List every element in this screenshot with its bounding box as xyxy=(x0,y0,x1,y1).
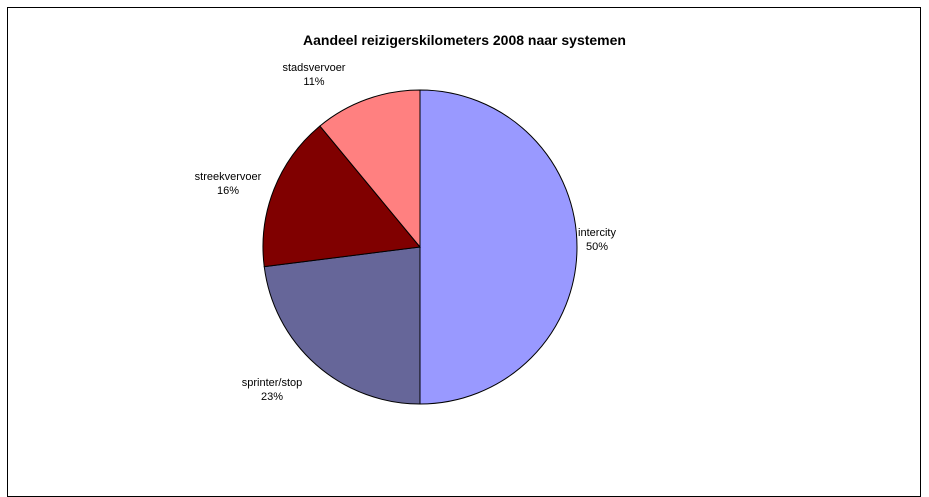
pie-labels: intercity 50% sprinter/stop 23% streekvervoe… xyxy=(195,62,617,403)
pie-slices xyxy=(262,89,578,405)
slice-percentage-label: 50% xyxy=(586,241,608,253)
slice-percentage-label: 16% xyxy=(217,185,239,197)
slice-percentage-label: 23% xyxy=(261,391,283,403)
chart-title: Aandeel reizigerskilometers 2008 naar sy… xyxy=(303,32,626,48)
slice-percentage-label: 11% xyxy=(303,76,324,88)
slice-label: stadsvervoer xyxy=(283,62,346,74)
slice-label: sprinter/stop xyxy=(242,377,303,389)
pie-slice-streekvervoer xyxy=(262,125,421,268)
pie-chart: intercity 50% sprinter/stop 23% streekvervoe… xyxy=(195,62,617,405)
pie-slice-stadsvervoer xyxy=(319,89,421,249)
pie-slice-sprinter-stop xyxy=(263,246,421,405)
pie-slice-intercity xyxy=(419,89,578,405)
slice-label: intercity xyxy=(578,227,616,239)
slice-label: streekvervoer xyxy=(195,171,262,183)
